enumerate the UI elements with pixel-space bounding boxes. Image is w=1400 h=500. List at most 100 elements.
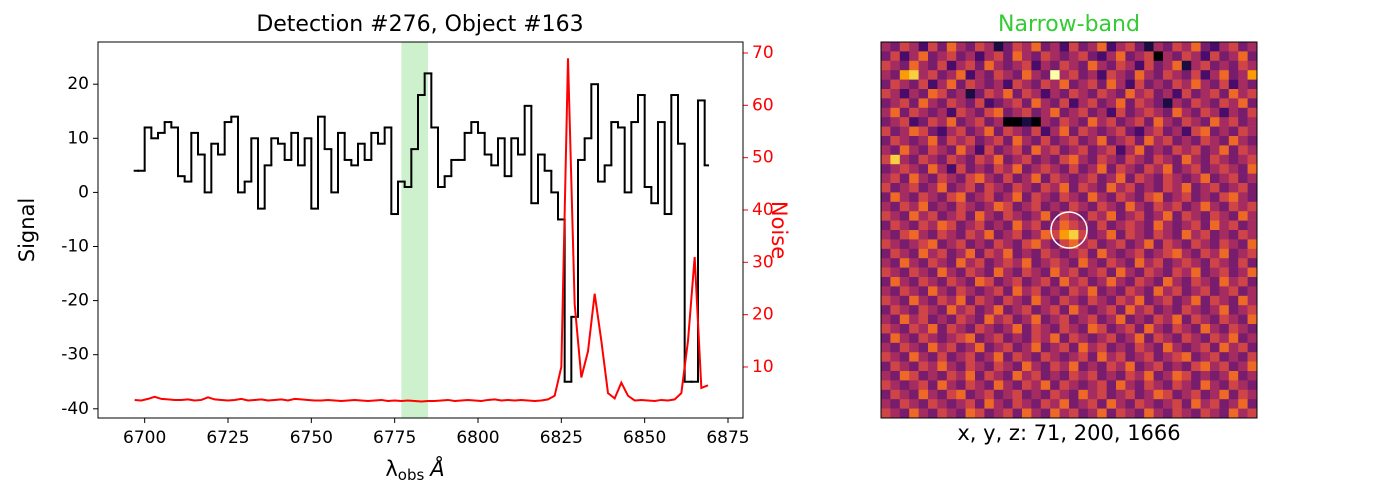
pixel (1181, 371, 1192, 381)
pixel (1238, 154, 1248, 165)
pixel (1031, 361, 1042, 372)
pixel (1163, 220, 1173, 231)
pixel (1040, 201, 1051, 212)
pixel (1125, 380, 1136, 391)
pixel (1116, 230, 1126, 240)
pixel (1247, 342, 1258, 353)
pixel (956, 295, 966, 306)
pixel (975, 145, 985, 156)
pixel (1247, 79, 1258, 90)
pixel (984, 192, 995, 203)
pixel (1125, 286, 1136, 297)
y2-tick-label: 20 (752, 305, 774, 325)
pixel (1200, 98, 1211, 109)
pixel (1069, 136, 1079, 146)
pixel (1116, 286, 1126, 297)
pixel (1125, 408, 1136, 419)
pixel (984, 342, 995, 353)
pixel (1116, 314, 1126, 325)
pixel (1247, 145, 1258, 156)
pixel (1031, 164, 1042, 174)
pixel (1134, 70, 1145, 80)
pixel (1219, 399, 1230, 409)
pixel (928, 408, 938, 419)
pixel (899, 305, 910, 315)
pixel (909, 126, 919, 137)
pixel (1210, 342, 1220, 353)
pixel (965, 277, 976, 287)
pixel (1059, 98, 1070, 109)
pixel (937, 342, 948, 353)
pixel (928, 117, 938, 127)
pixel (1050, 60, 1060, 71)
pixel (928, 399, 938, 409)
pixel (1153, 201, 1164, 212)
pixel (1228, 70, 1239, 80)
pixel (1134, 277, 1145, 287)
pixel (1059, 107, 1070, 118)
pixel (1078, 239, 1089, 250)
pixel (1003, 305, 1013, 315)
pixel (946, 333, 957, 344)
pixel (1191, 267, 1201, 278)
pixel (1040, 70, 1051, 80)
pixel (1097, 211, 1107, 221)
pixel (928, 42, 938, 52)
pixel (1106, 42, 1117, 52)
pixel (1050, 314, 1060, 325)
pixel (1172, 145, 1183, 156)
pixel (1134, 42, 1145, 52)
pixel (1163, 42, 1173, 52)
pixel (1247, 333, 1258, 344)
pixel (1078, 361, 1089, 372)
pixel (918, 324, 929, 334)
pixel (1163, 126, 1173, 137)
pixel (1228, 164, 1239, 174)
pixel (890, 98, 901, 109)
pixel (1078, 295, 1089, 306)
pixel (1012, 60, 1023, 71)
pixel (928, 305, 938, 315)
pixel (1219, 164, 1230, 174)
pixel (1247, 239, 1258, 250)
pixel (984, 126, 995, 137)
pixel (1031, 324, 1042, 334)
pixel (1125, 295, 1136, 306)
pixel (899, 201, 910, 212)
pixel (1153, 277, 1164, 287)
pixel (928, 89, 938, 99)
pixel (984, 201, 995, 212)
pixel (1191, 211, 1201, 221)
pixel (1125, 70, 1136, 80)
pixel (1125, 230, 1136, 240)
pixel (956, 89, 966, 99)
pixel (1040, 145, 1051, 156)
pixel (1040, 89, 1051, 99)
pixel (1097, 89, 1107, 99)
pixel (1087, 173, 1098, 184)
pixel (1087, 267, 1098, 278)
pixel (1210, 286, 1220, 297)
pixel (1125, 324, 1136, 334)
pixel (937, 389, 948, 400)
pixel (984, 230, 995, 240)
pixel (1031, 126, 1042, 137)
pixel (1106, 333, 1117, 344)
pixel (881, 211, 891, 221)
pixel (1219, 154, 1230, 165)
pixel (1125, 154, 1136, 165)
pixel (1125, 192, 1136, 203)
pixel (1069, 173, 1079, 184)
pixel (1219, 230, 1230, 240)
pixel (1238, 408, 1248, 419)
pixel (1040, 352, 1051, 362)
pixel (918, 305, 929, 315)
pixel (1153, 333, 1164, 344)
pixel (1022, 333, 1032, 344)
pixel (1003, 173, 1013, 184)
pixel (956, 192, 966, 203)
pixel (975, 136, 985, 146)
pixel (1200, 154, 1211, 165)
pixel (1050, 136, 1060, 146)
pixel (1106, 145, 1117, 156)
